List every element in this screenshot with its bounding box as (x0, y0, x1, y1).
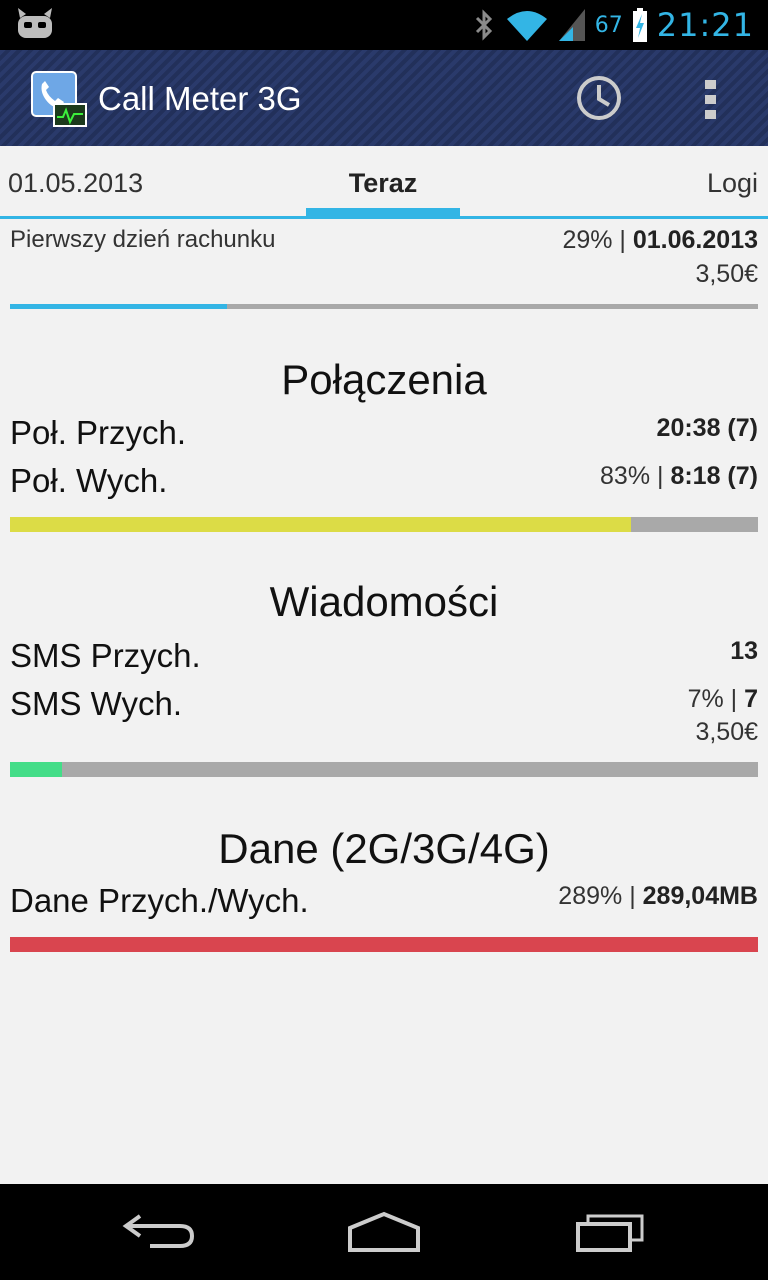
bluetooth-icon (475, 9, 492, 41)
billing-progress-fill (10, 304, 227, 309)
data-progress-bar (10, 937, 758, 952)
period-tabs: 01.05.2013 Teraz Logi (0, 146, 768, 222)
battery-level-text: 67 (594, 12, 623, 38)
tab-divider (0, 216, 768, 219)
data-progress-fill (10, 937, 758, 952)
calls-incoming-label: Poł. Przych. (10, 414, 187, 451)
app-title: Call Meter 3G (98, 80, 302, 117)
sms-outgoing-label: SMS Wych. (10, 685, 183, 722)
home-icon[interactable] (342, 1210, 426, 1254)
clock: 21:21 (656, 6, 754, 44)
tab-previous[interactable]: 01.05.2013 (8, 168, 144, 198)
tab-current[interactable]: Teraz (348, 168, 418, 198)
battery-icon (632, 8, 647, 42)
billing-label: Pierwszy dzień rachunku (10, 226, 276, 253)
data-value: 289% | 289,04MB (558, 882, 758, 910)
billing-period-value: 29% | 01.06.2013 (562, 226, 758, 254)
status-bar: 67 21:21 (0, 0, 768, 50)
action-bar: Call Meter 3G (0, 50, 768, 146)
calls-incoming-value: 20:38 (7) (656, 414, 758, 442)
sms-incoming-label: SMS Przych. (10, 637, 201, 674)
data-title: Dane (2G/3G/4G) (218, 825, 550, 872)
wifi-icon (506, 11, 547, 41)
sms-outgoing-value: 7% | 7 (687, 685, 758, 713)
history-icon[interactable] (573, 72, 625, 124)
billing-progress-bar (10, 304, 758, 309)
overflow-menu-icon[interactable] (696, 74, 726, 126)
tab-logs[interactable]: Logi (706, 168, 758, 198)
calls-title: Połączenia (281, 356, 487, 403)
calls-outgoing-label: Poł. Wych. (10, 462, 168, 499)
calls-outgoing-value: 83% | 8:18 (7) (600, 462, 758, 490)
calls-progress-fill (10, 517, 631, 532)
messages-title: Wiadomości (269, 578, 499, 625)
navigation-bar (0, 1184, 768, 1280)
back-icon[interactable] (120, 1206, 200, 1256)
calls-progress-bar (10, 517, 758, 532)
sms-cost: 3,50€ (695, 718, 758, 746)
tab-indicator (306, 208, 460, 216)
signal-icon (558, 9, 585, 41)
app-icon[interactable] (30, 70, 88, 128)
billing-cost: 3,50€ (695, 260, 758, 288)
messages-progress-bar (10, 762, 758, 777)
recent-apps-icon[interactable] (572, 1210, 648, 1254)
sms-incoming-value: 13 (730, 637, 758, 665)
messages-progress-fill (10, 762, 63, 777)
data-label: Dane Przych./Wych. (10, 882, 309, 919)
cyanogenmod-icon (18, 8, 52, 38)
